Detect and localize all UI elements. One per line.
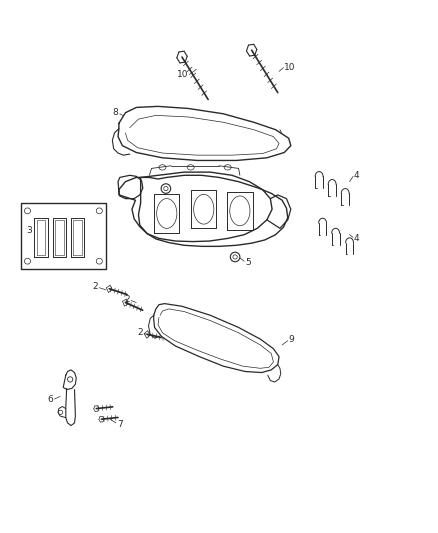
Polygon shape (21, 203, 106, 269)
Text: 2: 2 (137, 328, 143, 337)
Text: 2: 2 (124, 295, 130, 304)
Ellipse shape (161, 184, 171, 193)
Text: 6: 6 (47, 394, 53, 403)
Ellipse shape (230, 252, 240, 262)
Text: 3: 3 (26, 226, 32, 235)
Text: 2: 2 (92, 282, 98, 291)
Polygon shape (154, 304, 279, 373)
Text: 4: 4 (354, 235, 360, 244)
Text: 5: 5 (245, 258, 251, 266)
Polygon shape (113, 128, 130, 155)
Text: 4: 4 (354, 171, 360, 180)
Text: 1: 1 (134, 188, 140, 197)
Text: 8: 8 (112, 108, 118, 117)
Polygon shape (119, 175, 288, 246)
Polygon shape (118, 107, 291, 160)
Polygon shape (138, 172, 272, 241)
Text: 7: 7 (117, 420, 123, 429)
Polygon shape (63, 370, 76, 390)
Polygon shape (267, 195, 291, 228)
Text: 5: 5 (149, 182, 155, 191)
Polygon shape (118, 175, 143, 199)
Polygon shape (66, 389, 75, 425)
Text: 9: 9 (289, 335, 294, 344)
Text: 10: 10 (284, 63, 296, 72)
Polygon shape (58, 407, 66, 418)
Text: 10: 10 (177, 70, 188, 79)
